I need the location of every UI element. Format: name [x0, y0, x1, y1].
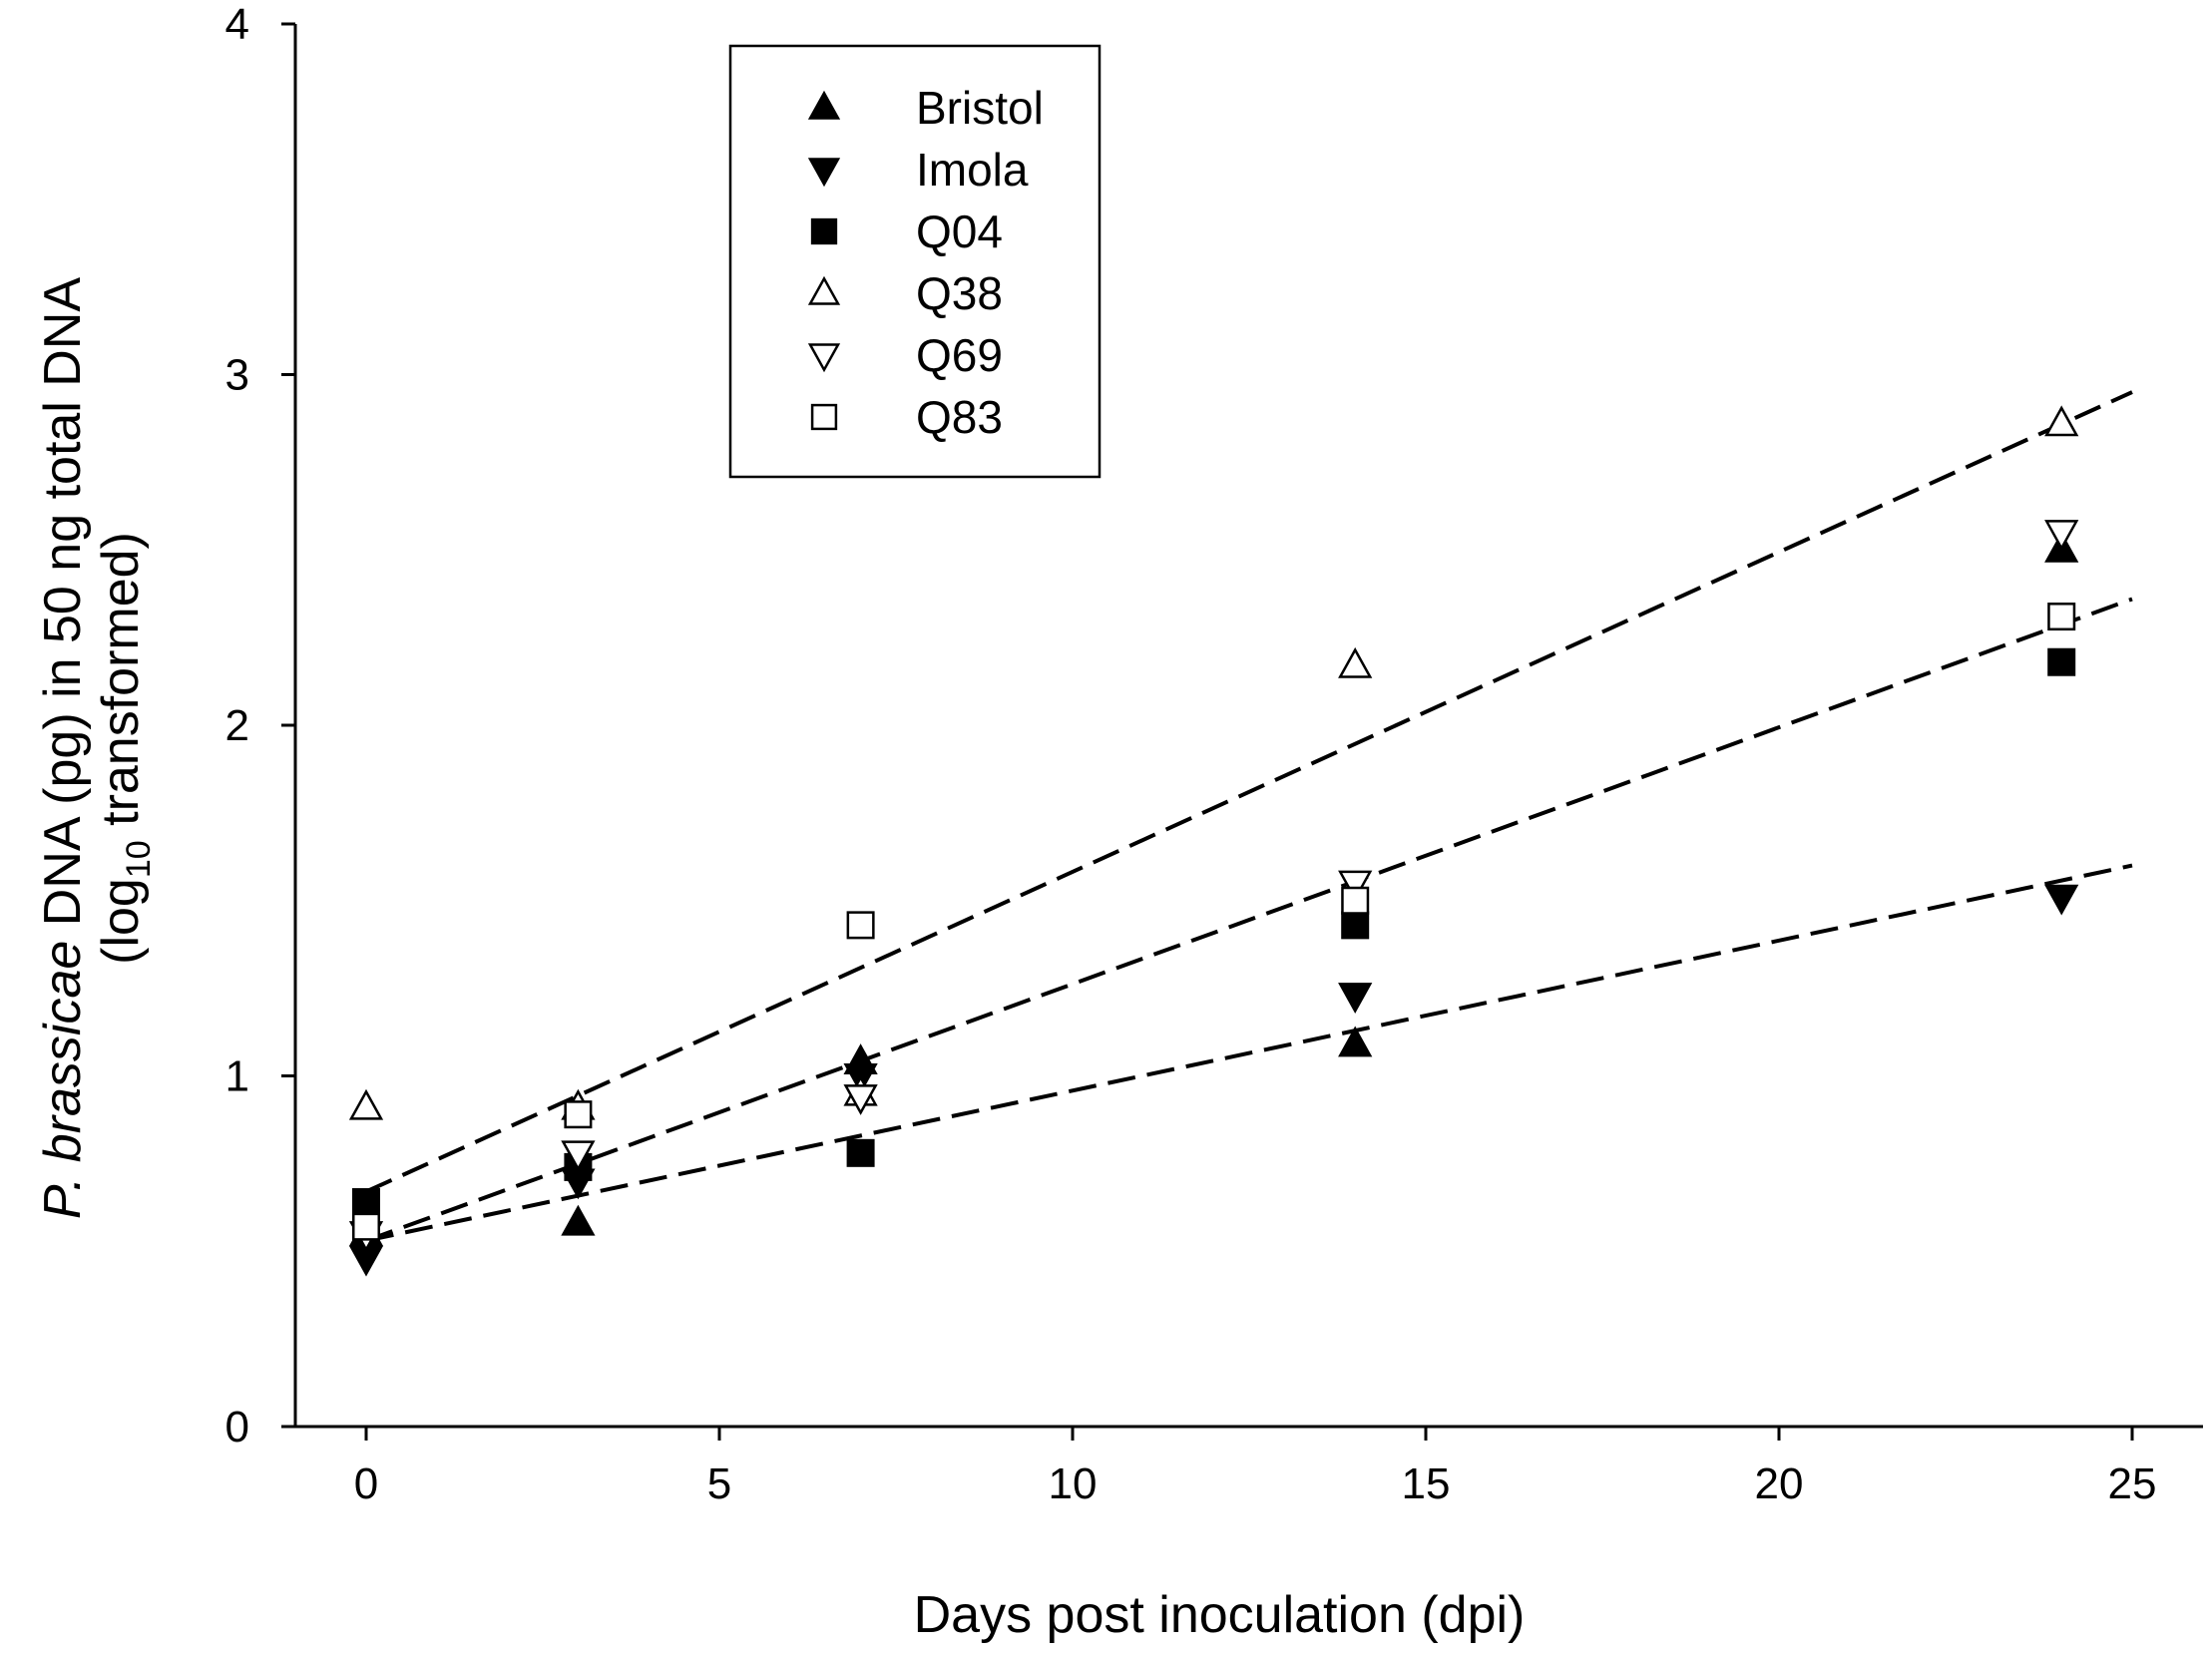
x-tick-label-20: 20 [1755, 1459, 1804, 1508]
point-q69-dpi-14 [1338, 870, 1373, 902]
point-q38-dpi-24 [2044, 405, 2079, 437]
legend-box [728, 44, 1102, 479]
y-axis-title-transformed: transformed) [92, 532, 150, 840]
data-points [348, 405, 2079, 1277]
legend-label-imola: Imola [916, 144, 1029, 196]
point-q69-dpi-3 [561, 1140, 596, 1172]
point-q04-dpi-14 [1341, 911, 1370, 940]
point-q04-dpi-24 [2047, 647, 2076, 676]
tick-group: 0 5 10 15 20 25 0 1 2 3 4 [225, 0, 2157, 1508]
trend-line-middle-fit [365, 597, 2133, 1243]
legend-label-q83: Q83 [916, 391, 1003, 443]
point-imola-dpi-24 [2044, 884, 2079, 916]
legend-marker-q04 [810, 217, 838, 245]
point-q69-dpi-24 [2044, 520, 2079, 551]
legend-label-q69: Q69 [916, 329, 1003, 381]
x-tick-label-0: 0 [354, 1459, 378, 1508]
point-bristol-dpi-14 [1338, 1026, 1373, 1057]
legend-marker-q38 [807, 275, 841, 305]
point-q83-dpi-24 [2047, 603, 2076, 631]
x-tick-label-5: 5 [707, 1459, 731, 1508]
trend-line-lower-fit [365, 863, 2133, 1243]
point-q38-dpi-0 [348, 1088, 384, 1120]
legend-marker-imola [807, 158, 841, 188]
point-q38-dpi-14 [1338, 646, 1373, 678]
x-axis-title: Days post inoculation (dpi) [914, 1586, 1526, 1644]
y-axis-title-line1: P. brassicae DNA (pg) in 50 ng total DNA [34, 277, 92, 1220]
x-tick-label-15: 15 [1402, 1459, 1451, 1508]
point-q83-dpi-14 [1341, 886, 1370, 915]
y-axis-title-rest: DNA (pg) in 50 ng total DNA [34, 277, 92, 941]
legend: Bristol Imola Q04 Q38 Q69 Q83 [728, 44, 1102, 479]
point-q83-dpi-3 [564, 1100, 593, 1129]
y-tick-label-4: 4 [225, 0, 249, 49]
y-axis-title-log: (log [92, 878, 150, 965]
point-imola-dpi-14 [1338, 983, 1373, 1014]
point-q04-dpi-7 [846, 1138, 875, 1167]
y-axis-title-subscript: 10 [120, 840, 158, 878]
x-tick-label-25: 25 [2108, 1459, 2157, 1508]
legend-label-q38: Q38 [916, 267, 1003, 319]
point-q69-dpi-7 [843, 1084, 878, 1115]
y-axis-title-line2: (log10 transformed) [92, 532, 158, 965]
point-q83-dpi-7 [846, 911, 875, 940]
legend-marker-bristol [807, 90, 841, 120]
trend-lines [365, 390, 2133, 1243]
y-tick-label-3: 3 [225, 351, 249, 400]
legend-label-bristol: Bristol [916, 82, 1044, 134]
legend-marker-q83 [810, 403, 838, 431]
legend-label-q04: Q04 [916, 206, 1003, 257]
legend-marker-q69 [807, 343, 841, 373]
point-bristol-dpi-3 [561, 1204, 596, 1236]
y-tick-label-0: 0 [225, 1403, 249, 1451]
trend-line-upper-fit [365, 390, 2133, 1194]
y-tick-label-2: 2 [225, 701, 249, 750]
y-tick-label-1: 1 [225, 1052, 249, 1101]
y-axis-title-species: P. brassicae [34, 941, 92, 1219]
point-q83-dpi-0 [352, 1212, 380, 1241]
point-q04-dpi-0 [352, 1188, 380, 1217]
x-tick-label-10: 10 [1049, 1459, 1098, 1508]
y-axis-title: P. brassicae DNA (pg) in 50 ng total DNA… [34, 277, 158, 1220]
